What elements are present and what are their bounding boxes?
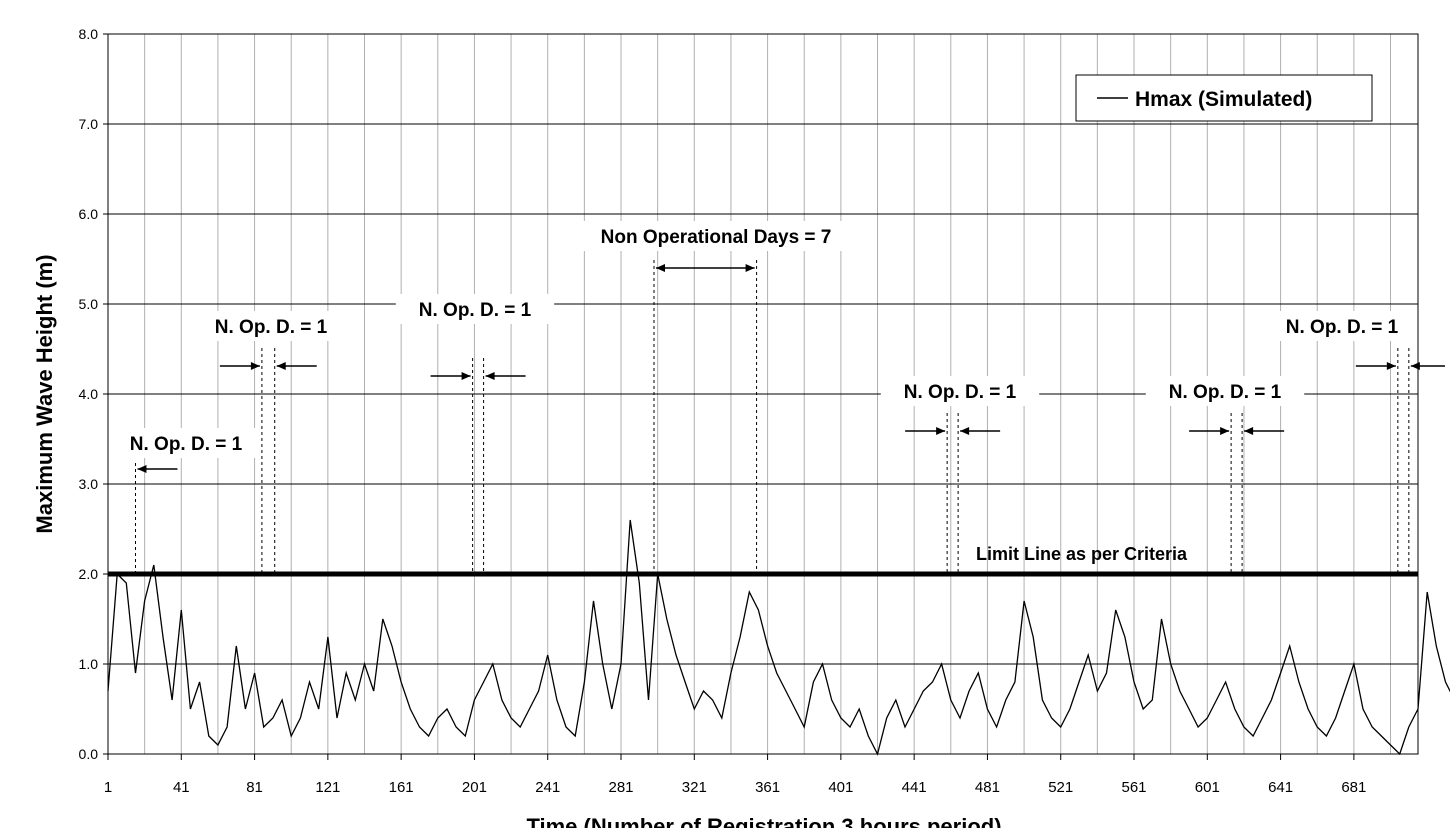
annotation-label-background [395,294,555,324]
y-tick-label: 3.0 [79,476,99,492]
x-tick-label: 401 [828,779,853,796]
y-tick-label: 1.0 [79,656,99,672]
legend: Hmax (Simulated) [1075,74,1373,122]
annotation-label: N. Op. D. = 1 [130,434,243,455]
x-tick-label: 121 [315,779,340,796]
annotation-arrow-head [1244,427,1254,435]
x-tick-label: 521 [1048,779,1073,796]
y-tick-label: 6.0 [79,206,99,222]
annotation-label: N. Op. D. = 1 [215,317,328,338]
x-tick-labels: 1 41 81 121 161 201 241 281 321 361 401 441 481 521 56… [104,754,1366,796]
annotation-label: Non Operational Days = 7 [601,227,832,248]
legend-entry: Hmax (Simulated) [1135,88,1312,111]
x-tick-label: 201 [462,779,487,796]
annotation-label-background [1262,311,1422,341]
annotation-label-background [577,221,855,251]
annotation-arrow-head [1386,362,1396,370]
y-tick-label: 4.0 [79,386,99,402]
x-tick-label: 41 [173,779,190,796]
y-tick-labels: 0.0 1.0 2.0 3.0 4.0 5.0 6.0 7.0 8.0 [79,26,108,762]
x-tick-label: 81 [246,779,263,796]
y-tick-label: 8.0 [79,26,99,42]
x-tick-label: 161 [389,779,414,796]
y-tick-label: 5.0 [79,296,99,312]
annotation-label-background [1145,376,1305,406]
y-axis-label: Maximum Wave Height (m) [32,254,57,533]
annotation-arrow-head [250,362,260,370]
x-tick-label: 1 [104,779,112,796]
threshold-layer: Limit Line as per Criteria [108,544,1418,577]
limit-line-label: Limit Line as per Criteria [976,544,1188,564]
x-tick-label: 321 [682,779,707,796]
annotation-label-background [106,428,266,458]
annotation-arrow-head [936,427,946,435]
x-tick-label: 241 [535,779,560,796]
annotation-label: N. Op. D. = 1 [904,382,1017,403]
annotation-arrow-head [745,264,755,272]
annotation-label-background [191,311,351,341]
x-tick-label: 361 [755,779,780,796]
series-layer [107,519,1450,756]
annotation-arrow-head [960,427,970,435]
annotation-arrow-head [276,362,286,370]
annotation-label: N. Op. D. = 1 [1169,382,1282,403]
x-tick-label: 561 [1121,779,1146,796]
annotation-arrow-head [655,264,665,272]
annotation-arrow-head [485,372,495,380]
x-tick-label: 441 [902,779,927,796]
x-tick-label: 681 [1341,779,1366,796]
annotation-arrow-head [137,465,147,473]
annotation-label: N. Op. D. = 1 [1286,317,1399,338]
annotation-arrow-head [1220,427,1230,435]
x-tick-label: 281 [608,779,633,796]
x-tick-label: 641 [1268,779,1293,796]
series-line [107,519,1450,756]
x-tick-label: 481 [975,779,1000,796]
annotation-arrow-head [461,372,471,380]
annotations-layer: N. Op. D. = 1 N. Op. D. = 1 N. Op. D. = 1 N… [106,221,1445,574]
x-axis-label: Time (Number of Registration 3 hours per… [526,814,1001,828]
y-tick-label: 2.0 [79,566,99,582]
annotation-label: N. Op. D. = 1 [419,300,532,321]
annotation-label-background [880,376,1040,406]
x-tick-label: 601 [1195,779,1220,796]
y-tick-label: 7.0 [79,116,99,132]
y-tick-label: 0.0 [79,746,99,762]
